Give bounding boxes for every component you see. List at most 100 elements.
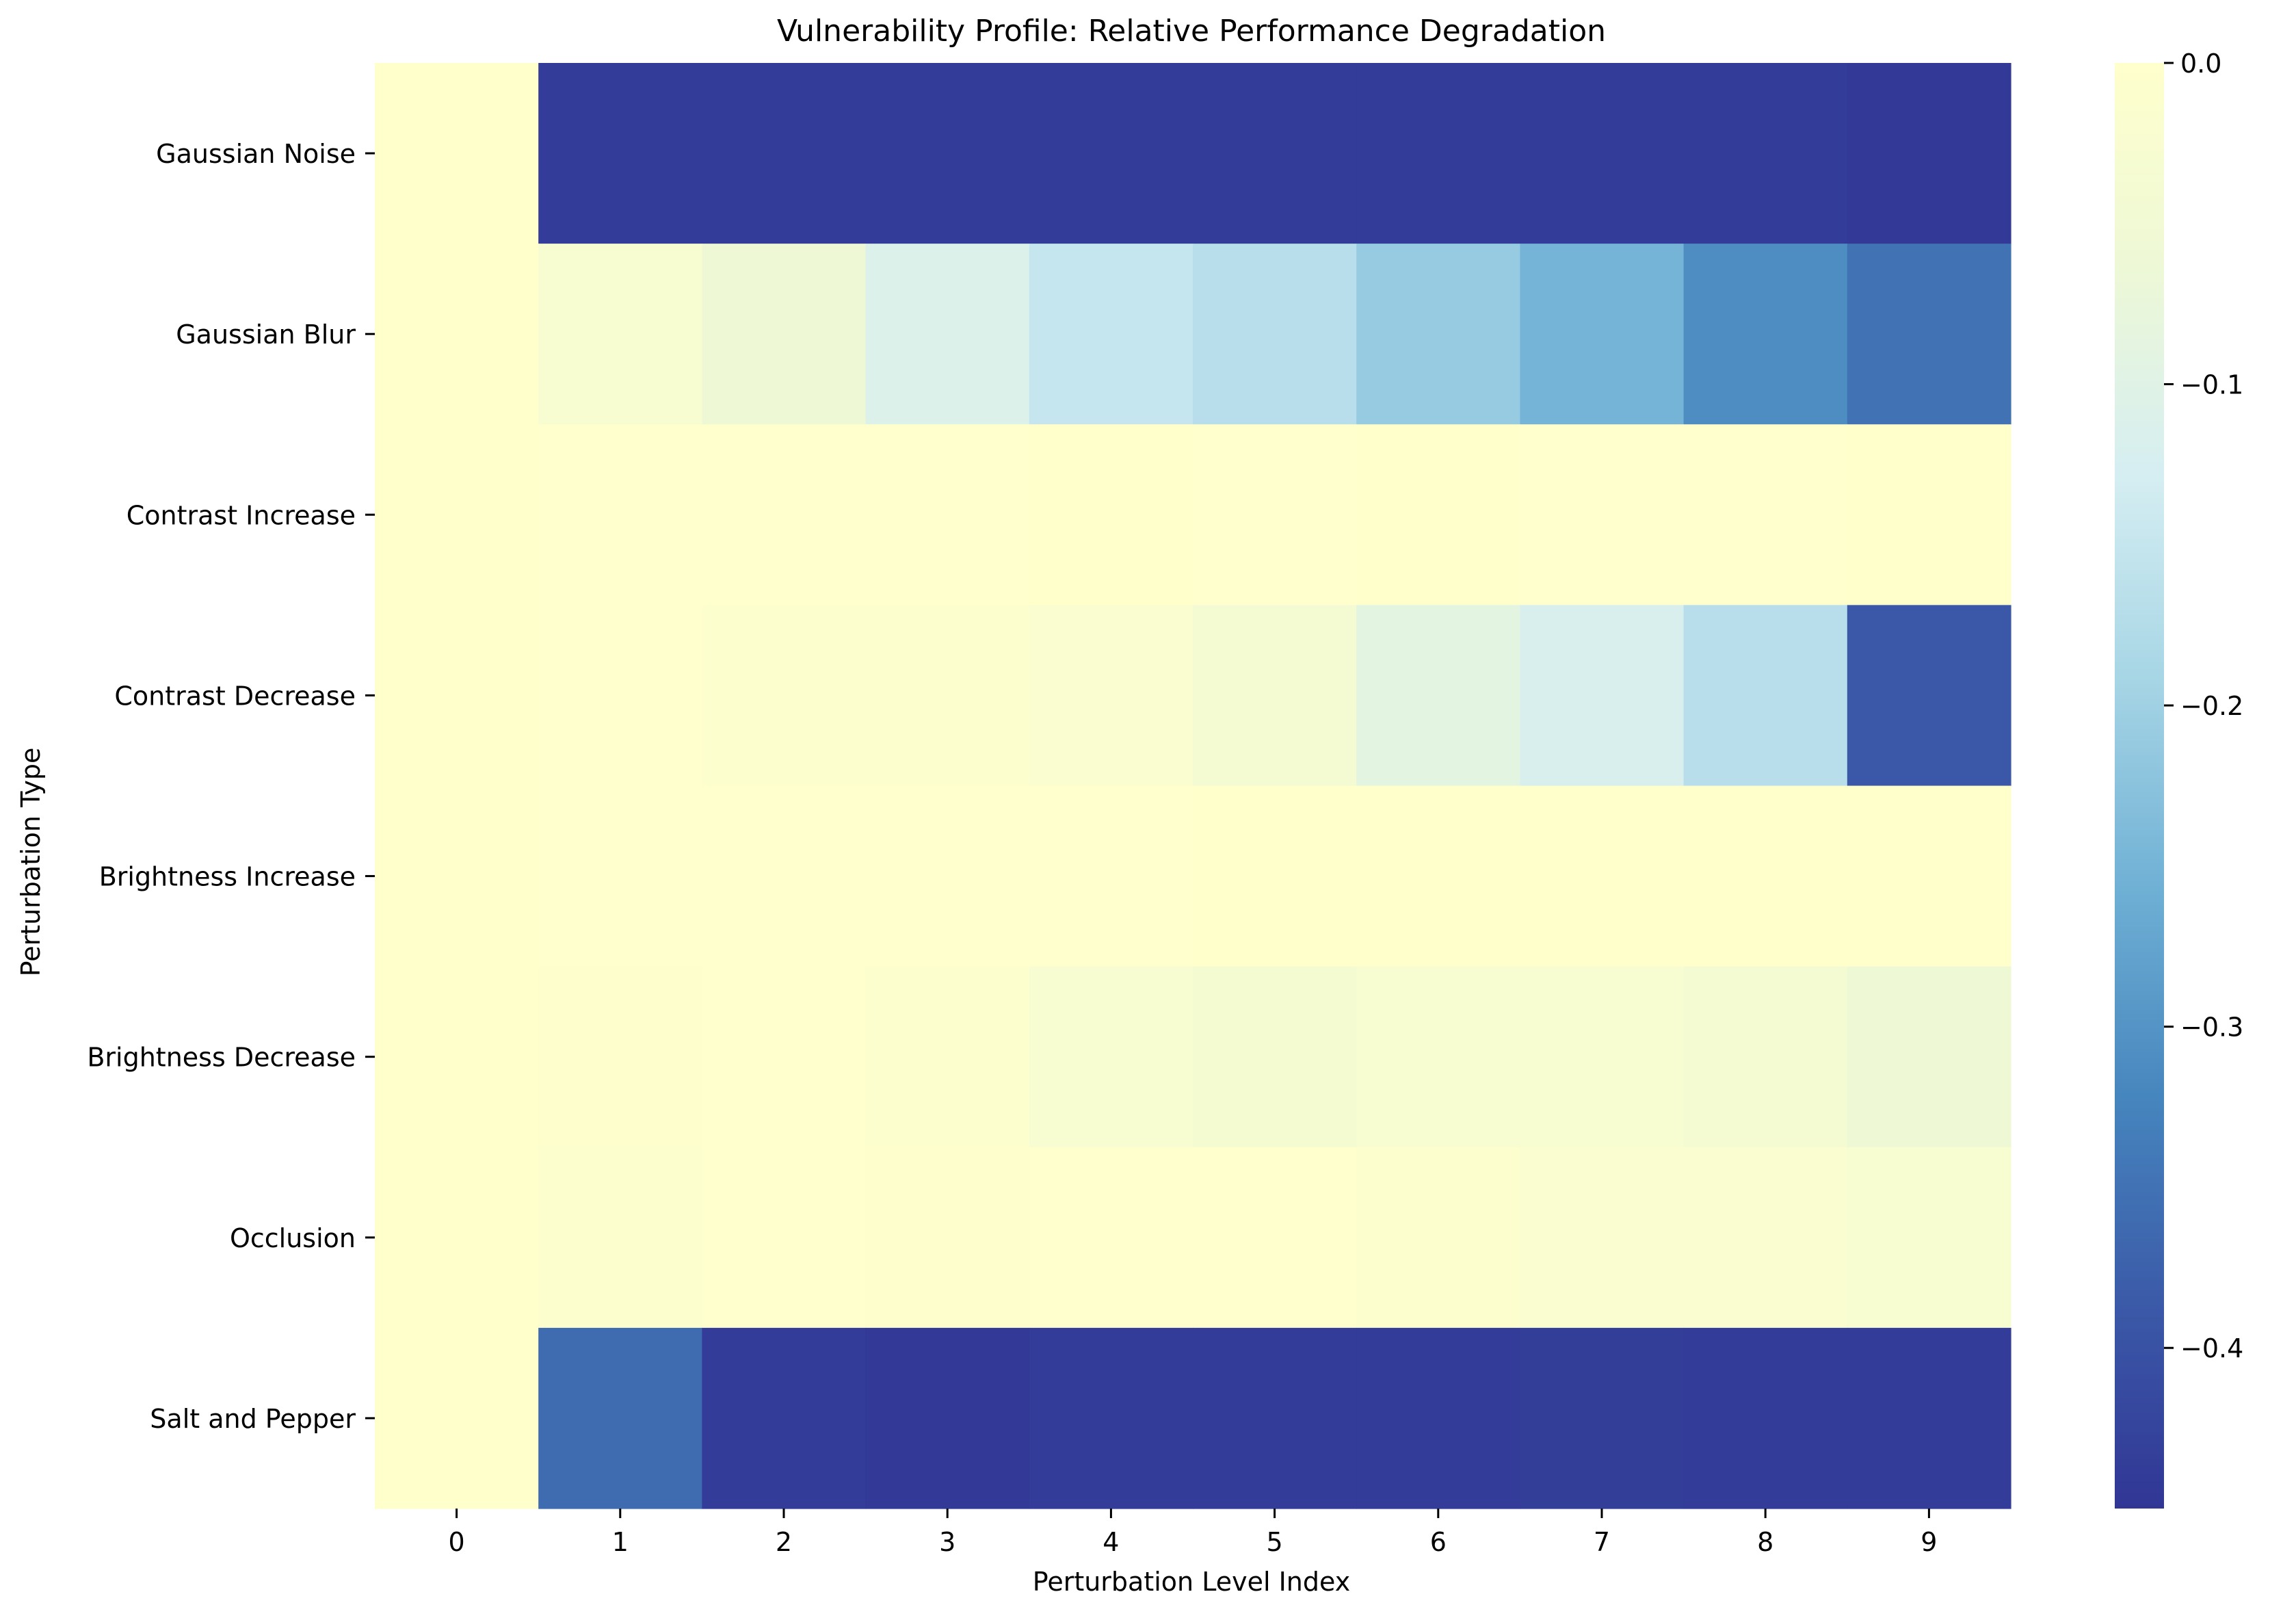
heatmap-cell	[375, 1147, 539, 1329]
heatmap-cell	[538, 966, 702, 1148]
heatmap-cell	[1847, 63, 2011, 244]
heatmap-cell	[538, 785, 702, 967]
heatmap-cell	[1193, 424, 1357, 605]
heatmap-cell	[1847, 966, 2011, 1148]
heatmap-cell	[702, 1327, 867, 1509]
heatmap-cell	[538, 424, 702, 605]
heatmap-cell	[1520, 244, 1685, 425]
heatmap-cell	[1356, 63, 1520, 244]
heatmap-cell	[1520, 605, 1685, 787]
heatmap-cell	[1683, 424, 1848, 605]
heatmap-cell	[1683, 244, 1848, 425]
heatmap-cell	[1356, 605, 1520, 787]
heatmap-cell	[1520, 424, 1685, 605]
heatmap-cell	[1193, 1147, 1357, 1329]
x-tick-label: 3	[939, 1527, 955, 1557]
heatmap-cell	[1356, 424, 1520, 605]
colorbar-tick-label: −0.4	[2180, 1333, 2243, 1363]
heatmap-cell	[1683, 1327, 1848, 1509]
heatmap-cell	[538, 63, 702, 244]
heatmap-cell	[538, 1327, 702, 1509]
y-tick-label: Contrast Decrease	[114, 681, 356, 711]
heatmap-cell	[538, 1147, 702, 1329]
heatmap-cell	[1193, 605, 1357, 787]
heatmap-cell	[1356, 966, 1520, 1148]
y-tick-label: Brightness Increase	[99, 862, 356, 892]
heatmap-cell	[1193, 244, 1357, 425]
x-axis: 0 1 2 3 4 5 6 7 8 9	[449, 1509, 1937, 1557]
heatmap-cell	[865, 1327, 1030, 1509]
y-tick-label: Contrast Increase	[127, 500, 356, 530]
heatmap-cell	[1847, 785, 2011, 967]
heatmap-cell	[1520, 1147, 1685, 1329]
heatmap-cell	[865, 605, 1030, 787]
heatmap-cell	[702, 785, 867, 967]
heatmap-cell	[865, 63, 1030, 244]
colorbar-tick-label: 0.0	[2180, 49, 2221, 79]
heatmap-cell	[1520, 966, 1685, 1148]
y-tick-label: Occlusion	[230, 1223, 356, 1253]
colorbar-tick-label: −0.1	[2180, 370, 2243, 400]
heatmap-cell	[1847, 424, 2011, 605]
colorbar-axis: 0.0 −0.1 −0.2 −0.3 −0.4	[2164, 49, 2243, 1363]
y-tick-label: Gaussian Noise	[156, 139, 356, 169]
x-tick-label: 1	[612, 1527, 629, 1557]
heatmap-cell	[702, 63, 867, 244]
heatmap-cell	[1683, 605, 1848, 787]
heatmap-cell	[865, 1147, 1030, 1329]
heatmap-cell	[1029, 1327, 1193, 1509]
heatmap-cell	[1029, 785, 1193, 967]
heatmap-cell	[1683, 63, 1848, 244]
colorbar	[2115, 63, 2164, 1509]
heatmap-cell	[375, 424, 539, 605]
heatmap-cell	[1029, 1147, 1193, 1329]
heatmap-cell	[1193, 63, 1357, 244]
heatmap-cell	[538, 244, 702, 425]
heatmap-cell	[1520, 785, 1685, 967]
heatmap-cell	[375, 966, 539, 1148]
heatmap-cell	[702, 605, 867, 787]
heatmap-cell	[702, 244, 867, 425]
y-axis-label: Perturbation Type	[16, 748, 46, 977]
heatmap-cell	[375, 785, 539, 967]
heatmap-cell	[375, 605, 539, 787]
heatmap-cell	[1683, 966, 1848, 1148]
heatmap-cell	[1683, 1147, 1848, 1329]
heatmap-cell	[702, 1147, 867, 1329]
heatmap-cell	[865, 244, 1030, 425]
colorbar-tick-label: −0.3	[2180, 1013, 2243, 1043]
heatmap-cells	[375, 63, 2011, 1509]
y-tick-label: Salt and Pepper	[150, 1404, 356, 1434]
heatmap-cell	[538, 605, 702, 787]
heatmap-cell	[1847, 605, 2011, 787]
heatmap-cell	[1847, 1327, 2011, 1509]
heatmap-cell	[1193, 785, 1357, 967]
heatmap-cell	[702, 966, 867, 1148]
y-axis: Gaussian Noise Gaussian Blur Contrast Incr…	[87, 139, 375, 1434]
heatmap-cell	[865, 966, 1030, 1148]
heatmap-cell	[1029, 63, 1193, 244]
heatmap-cell	[1520, 63, 1685, 244]
heatmap-cell	[375, 63, 539, 244]
heatmap-cell	[1683, 785, 1848, 967]
heatmap-cell	[1029, 605, 1193, 787]
heatmap-cell	[1847, 244, 2011, 425]
heatmap-cell	[1847, 1147, 2011, 1329]
heatmap-cell	[865, 785, 1030, 967]
chart-title: Vulnerability Profile: Relative Performa…	[777, 14, 1606, 49]
heatmap-cell	[1193, 966, 1357, 1148]
heatmap-cell	[1029, 424, 1193, 605]
colorbar-tick-label: −0.2	[2180, 691, 2243, 721]
x-tick-label: 7	[1594, 1527, 1610, 1557]
heatmap-cell	[1356, 1327, 1520, 1509]
x-tick-label: 4	[1103, 1527, 1119, 1557]
x-tick-label: 6	[1430, 1527, 1447, 1557]
heatmap-cell	[1356, 785, 1520, 967]
heatmap-cell	[1029, 966, 1193, 1148]
x-tick-label: 8	[1757, 1527, 1773, 1557]
x-axis-label: Perturbation Level Index	[1033, 1567, 1350, 1597]
heatmap-cell	[375, 1327, 539, 1509]
heatmap-cell	[702, 424, 867, 605]
y-tick-label: Gaussian Blur	[176, 319, 356, 350]
